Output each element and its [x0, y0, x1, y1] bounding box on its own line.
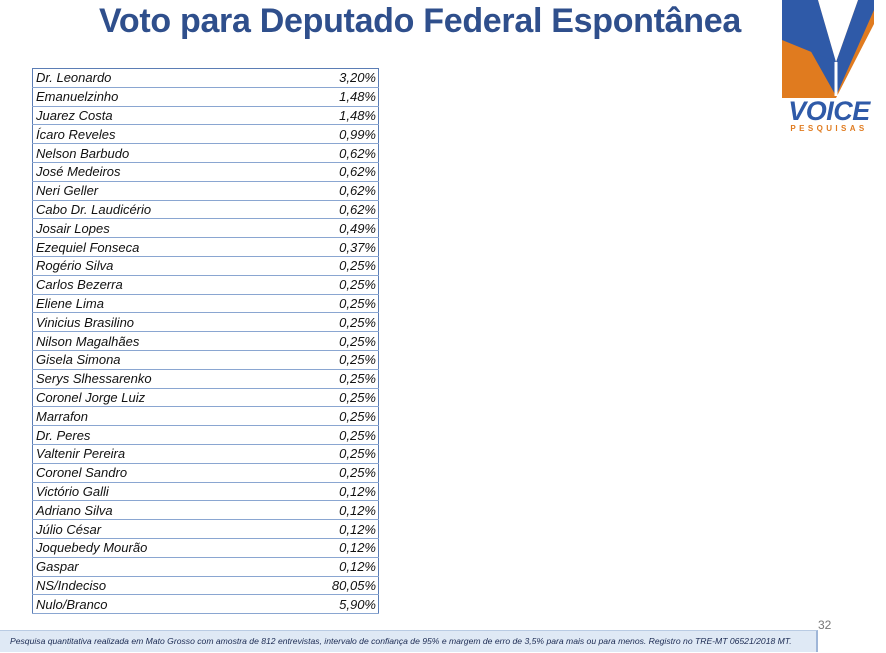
candidate-percentage: 3,20%: [293, 68, 379, 88]
table-row: Nilson Magalhães 0,25%: [32, 331, 379, 351]
logo-mark-icon: [782, 0, 874, 98]
candidate-percentage: 0,62%: [293, 181, 379, 201]
candidate-percentage: 0,12%: [293, 557, 379, 577]
table-row: Marrafon 0,25%: [32, 406, 379, 427]
candidate-name: Júlio César: [32, 519, 293, 539]
table-row: Neri Geller 0,62%: [32, 181, 379, 201]
candidate-percentage: 0,25%: [293, 425, 379, 445]
table-row: NS/Indeciso 80,05%: [32, 576, 379, 596]
candidate-percentage: 0,37%: [293, 237, 379, 257]
candidate-percentage: 0,12%: [293, 482, 379, 502]
candidate-name: Coronel Jorge Luiz: [32, 388, 293, 408]
table-row: Júlio César 0,12%: [32, 519, 379, 539]
table-row: Cabo Dr. Laudicério 0,62%: [32, 200, 379, 220]
candidate-percentage: 0,12%: [293, 538, 379, 558]
candidate-name: Ezequiel Fonseca: [32, 237, 293, 257]
table-row: Dr. Peres 0,25%: [32, 425, 379, 445]
table-row: Juarez Costa 1,48%: [32, 106, 379, 126]
table-row: Nulo/Branco 5,90%: [32, 594, 379, 615]
candidate-percentage: 0,12%: [293, 500, 379, 521]
candidate-percentage: 0,25%: [293, 463, 379, 483]
candidate-name: Dr. Leonardo: [32, 68, 293, 88]
table-row: Dr. Leonardo 3,20%: [32, 68, 379, 88]
table-row: Coronel Sandro 0,25%: [32, 463, 379, 483]
table-row: Nelson Barbudo 0,62%: [32, 143, 379, 163]
candidate-percentage: 1,48%: [293, 106, 379, 126]
voice-logo: VOICE PESQUISAS: [778, 0, 878, 135]
candidate-name: Nelson Barbudo: [32, 143, 293, 163]
candidate-percentage: 0,25%: [293, 406, 379, 427]
candidate-name: Neri Geller: [32, 181, 293, 201]
logo-subtitle: PESQUISAS: [790, 124, 868, 133]
candidate-percentage: 0,62%: [293, 200, 379, 220]
candidate-name: José Medeiros: [32, 162, 293, 182]
candidate-percentage: 0,12%: [293, 519, 379, 539]
candidate-name: Joquebedy Mourão: [32, 538, 293, 558]
candidate-name: Coronel Sandro: [32, 463, 293, 483]
candidate-name: Adriano Silva: [32, 500, 293, 521]
candidate-percentage: 0,25%: [293, 369, 379, 389]
table-row: Rogério Silva 0,25%: [32, 256, 379, 276]
table-row: Gaspar 0,12%: [32, 557, 379, 577]
candidate-name: NS/Indeciso: [32, 576, 293, 596]
candidate-percentage: 0,49%: [293, 218, 379, 239]
candidate-percentage: 0,62%: [293, 162, 379, 182]
table-row: Emanuelzinho 1,48%: [32, 87, 379, 107]
candidate-name: Emanuelzinho: [32, 87, 293, 107]
table-row: Vinicius Brasilino 0,25%: [32, 312, 379, 333]
candidate-name: Carlos Bezerra: [32, 275, 293, 295]
candidate-percentage: 80,05%: [293, 576, 379, 596]
candidate-percentage: 0,25%: [293, 350, 379, 370]
page-number: 32: [818, 618, 832, 632]
candidate-percentage: 1,48%: [293, 87, 379, 107]
candidate-name: Dr. Peres: [32, 425, 293, 445]
table-row: Adriano Silva 0,12%: [32, 500, 379, 521]
table-row: Coronel Jorge Luiz 0,25%: [32, 388, 379, 408]
candidate-name: Vinicius Brasilino: [32, 312, 293, 333]
candidate-name: Gisela Simona: [32, 350, 293, 370]
candidate-name: Juarez Costa: [32, 106, 293, 126]
candidate-name: Eliene Lima: [32, 294, 293, 314]
candidate-name: Nulo/Branco: [32, 594, 293, 615]
table-row: José Medeiros 0,62%: [32, 162, 379, 182]
table-row: Ezequiel Fonseca 0,37%: [32, 237, 379, 257]
table-row: Victório Galli 0,12%: [32, 482, 379, 502]
table-row: Serys Slhessarenko 0,25%: [32, 369, 379, 389]
candidate-percentage: 0,25%: [293, 294, 379, 314]
table-row: Josair Lopes 0,49%: [32, 218, 379, 239]
table-row: Eliene Lima 0,25%: [32, 294, 379, 314]
table-row: Ícaro Reveles 0,99%: [32, 124, 379, 145]
slide-title: Voto para Deputado Federal Espontânea: [99, 2, 741, 40]
results-table: Dr. Leonardo 3,20% Emanuelzinho 1,48% Juarez…: [32, 68, 379, 615]
candidate-name: Ícaro Reveles: [32, 124, 293, 145]
candidate-percentage: 0,25%: [293, 312, 379, 333]
candidate-percentage: 5,90%: [293, 594, 379, 615]
candidate-percentage: 0,62%: [293, 143, 379, 163]
candidate-percentage: 0,25%: [293, 444, 379, 464]
table-row: Carlos Bezerra 0,25%: [32, 275, 379, 295]
candidate-percentage: 0,25%: [293, 388, 379, 408]
candidate-percentage: 0,25%: [293, 275, 379, 295]
table-row: Valtenir Pereira 0,25%: [32, 444, 379, 464]
table-row: Joquebedy Mourão 0,12%: [32, 538, 379, 558]
candidate-name: Rogério Silva: [32, 256, 293, 276]
candidate-name: Josair Lopes: [32, 218, 293, 239]
candidate-name: Victório Galli: [32, 482, 293, 502]
candidate-name: Gaspar: [32, 557, 293, 577]
candidate-percentage: 0,25%: [293, 256, 379, 276]
logo-wordmark: VOICE: [788, 96, 870, 126]
footer-note: Pesquisa quantitativa realizada em Mato …: [0, 630, 818, 652]
candidate-percentage: 0,99%: [293, 124, 379, 145]
candidate-name: Serys Slhessarenko: [32, 369, 293, 389]
candidate-name: Marrafon: [32, 406, 293, 427]
results-table-body: Dr. Leonardo 3,20% Emanuelzinho 1,48% Juarez…: [32, 68, 379, 615]
candidate-name: Nilson Magalhães: [32, 331, 293, 351]
candidate-name: Valtenir Pereira: [32, 444, 293, 464]
candidate-name: Cabo Dr. Laudicério: [32, 200, 293, 220]
candidate-percentage: 0,25%: [293, 331, 379, 351]
table-row: Gisela Simona 0,25%: [32, 350, 379, 370]
